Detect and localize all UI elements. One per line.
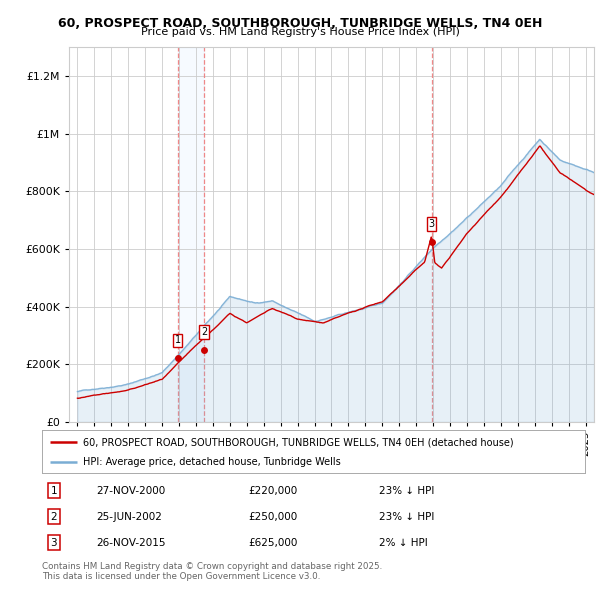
- Text: £250,000: £250,000: [248, 512, 298, 522]
- Text: 26-NOV-2015: 26-NOV-2015: [97, 538, 166, 548]
- Text: 60, PROSPECT ROAD, SOUTHBOROUGH, TUNBRIDGE WELLS, TN4 0EH (detached house): 60, PROSPECT ROAD, SOUTHBOROUGH, TUNBRID…: [83, 437, 514, 447]
- Text: 23% ↓ HPI: 23% ↓ HPI: [379, 486, 434, 496]
- Text: 25-JUN-2002: 25-JUN-2002: [97, 512, 162, 522]
- Text: HPI: Average price, detached house, Tunbridge Wells: HPI: Average price, detached house, Tunb…: [83, 457, 340, 467]
- Text: 27-NOV-2000: 27-NOV-2000: [97, 486, 166, 496]
- Text: £220,000: £220,000: [248, 486, 298, 496]
- Text: 2: 2: [50, 512, 57, 522]
- Text: 1: 1: [175, 336, 181, 346]
- Text: 2: 2: [201, 327, 208, 337]
- Text: 3: 3: [428, 219, 434, 229]
- Bar: [178, 47, 205, 422]
- Text: £625,000: £625,000: [248, 538, 298, 548]
- Text: Contains HM Land Registry data © Crown copyright and database right 2025.
This d: Contains HM Land Registry data © Crown c…: [42, 562, 382, 581]
- Text: 3: 3: [50, 538, 57, 548]
- Text: 60, PROSPECT ROAD, SOUTHBOROUGH, TUNBRIDGE WELLS, TN4 0EH: 60, PROSPECT ROAD, SOUTHBOROUGH, TUNBRID…: [58, 17, 542, 30]
- Text: 1: 1: [50, 486, 57, 496]
- Text: Price paid vs. HM Land Registry's House Price Index (HPI): Price paid vs. HM Land Registry's House …: [140, 27, 460, 37]
- Text: 23% ↓ HPI: 23% ↓ HPI: [379, 512, 434, 522]
- Text: 2% ↓ HPI: 2% ↓ HPI: [379, 538, 427, 548]
